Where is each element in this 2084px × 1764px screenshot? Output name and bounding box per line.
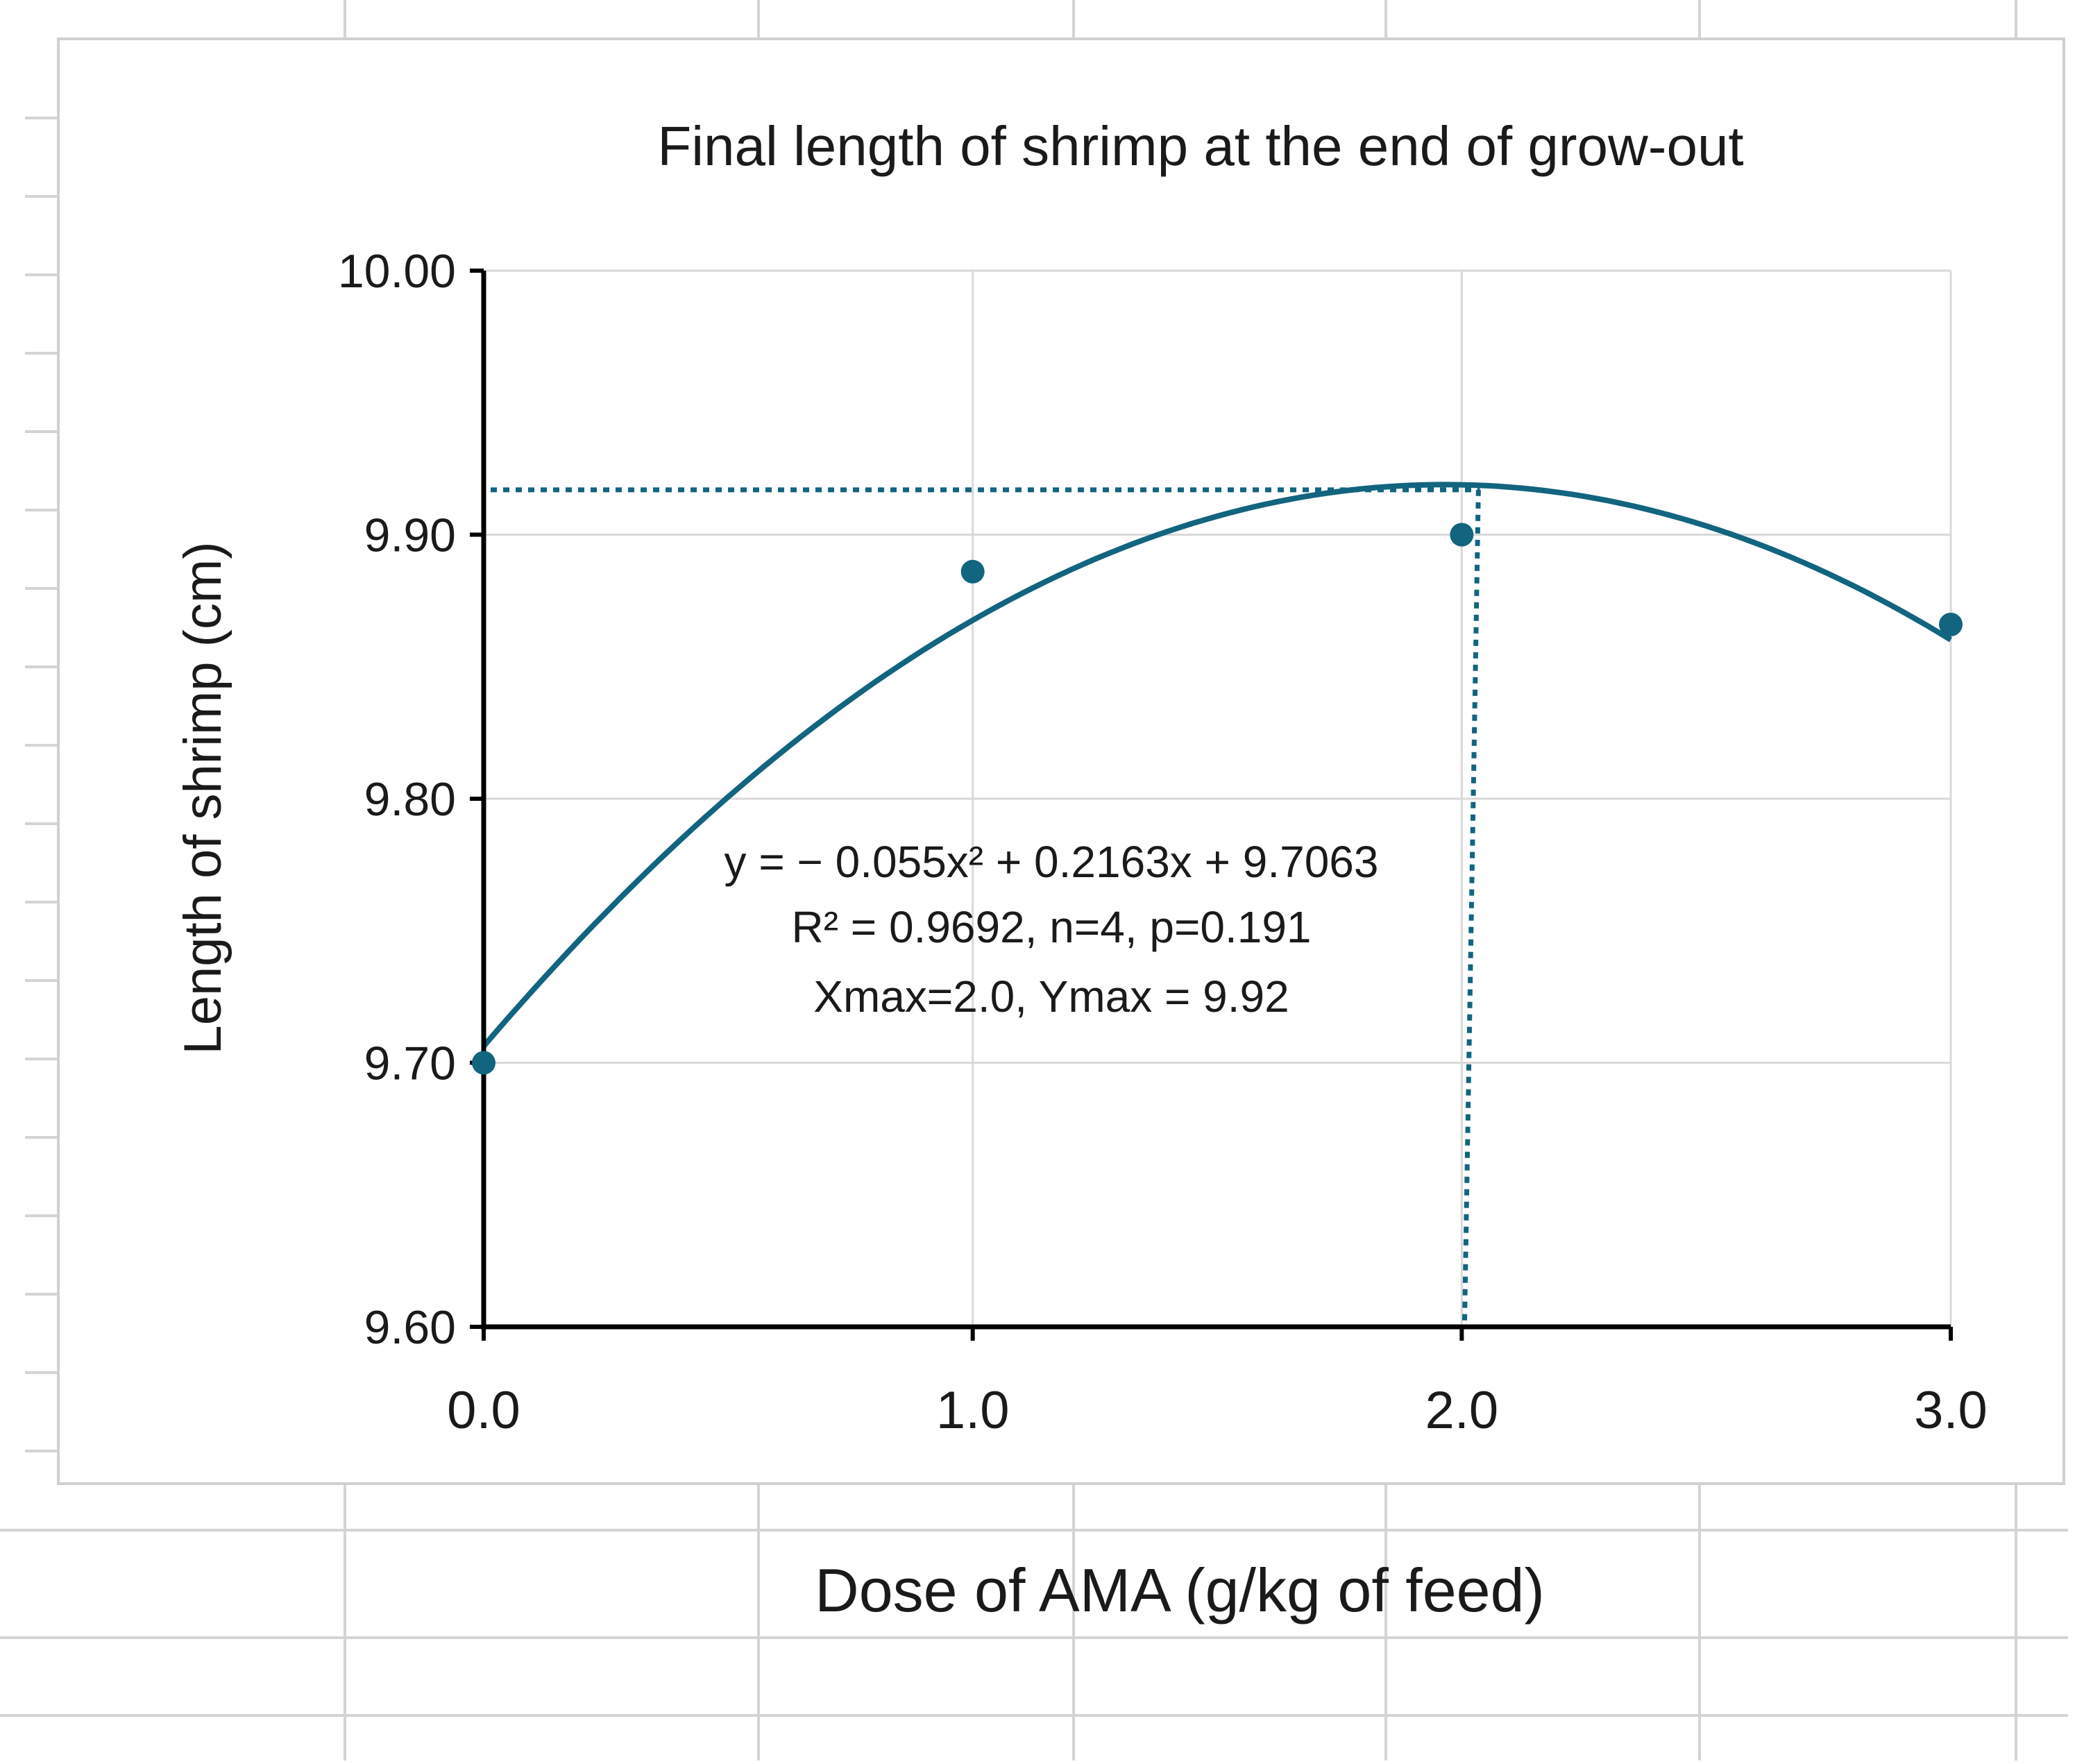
- y-tick-label: 9.60: [364, 1301, 456, 1354]
- chart-area: [57, 37, 2065, 1485]
- y-tick-labels: 9.60 9.70 9.80 9.90 10.00: [338, 245, 456, 1354]
- data-points: [472, 523, 1963, 1075]
- r-squared-line: R² = 0.9692, n=4, p=0.191: [791, 902, 1311, 952]
- x-tick-label: 3.0: [1914, 1381, 1988, 1440]
- data-point: [960, 559, 985, 584]
- equation-annotation: y = − 0.055x² + 0.2163x + 9.7063 R² = 0.…: [725, 837, 1379, 1021]
- x-axis-label: Dose of AMA (g/kg of feed): [815, 1556, 1545, 1625]
- x-tick-labels: 0.0 1.0 2.0 3.0: [447, 1381, 1988, 1440]
- y-tick-label: 9.90: [364, 509, 456, 562]
- y-axis-label: Length of shrimp (cm): [173, 541, 232, 1054]
- data-point: [1450, 523, 1474, 547]
- x-tick-label: 2.0: [1425, 1381, 1499, 1440]
- data-point: [472, 1051, 495, 1075]
- gridlines: [484, 269, 1952, 1327]
- trendline-curve: [481, 482, 1953, 1049]
- optimum-line: Xmax=2.0, Ymax = 9.92: [813, 972, 1289, 1021]
- chart-title: Final length of shrimp at the end of gro…: [657, 115, 1743, 177]
- x-tick-label: 1.0: [936, 1381, 1010, 1440]
- y-tick-label: 9.80: [364, 773, 456, 826]
- optimum-guides: [491, 487, 1481, 1328]
- vertical-optimum-guide: [1462, 489, 1481, 1328]
- equation-line: y = − 0.055x² + 0.2163x + 9.7063: [725, 837, 1379, 887]
- data-point: [1939, 612, 1963, 636]
- y-tick-label: 9.70: [364, 1037, 456, 1090]
- x-tick-label: 0.0: [447, 1381, 520, 1440]
- y-tick-label: 10.00: [338, 245, 456, 298]
